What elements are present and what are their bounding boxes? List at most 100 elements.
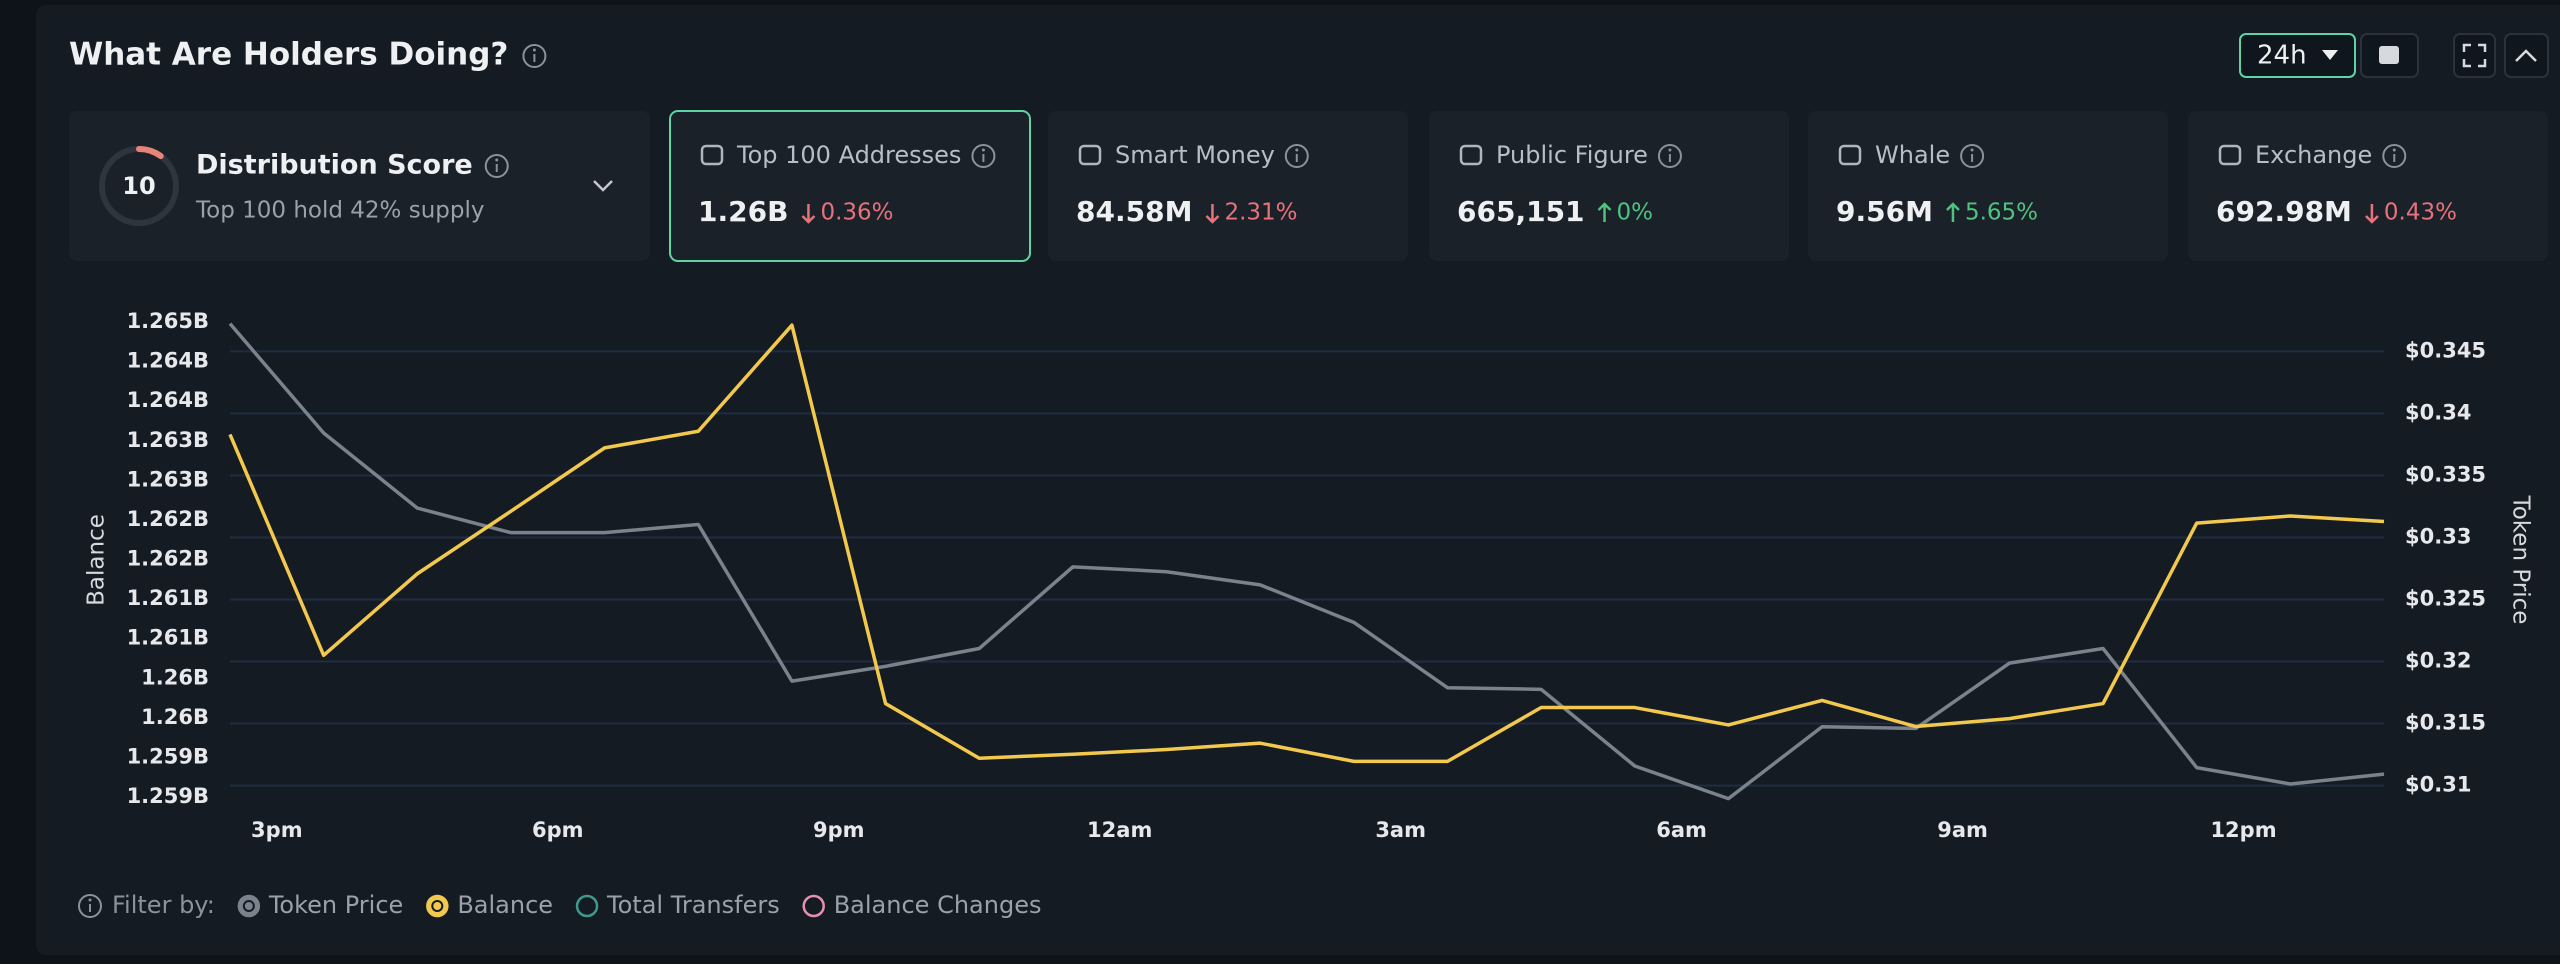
card-change: 2.31% <box>1224 200 1297 226</box>
legend-marker <box>575 894 599 918</box>
arrow-down <box>2365 204 2379 224</box>
card-icon <box>1838 144 1862 166</box>
legend-label: Token Price <box>268 891 403 919</box>
card-label: Public Figure <box>1496 141 1648 169</box>
y-tick-label: 1.262B <box>127 507 209 531</box>
series-line <box>228 323 2385 764</box>
card-change: 5.65% <box>1965 200 2038 226</box>
legend-item[interactable]: Balance <box>426 891 553 919</box>
info-icon[interactable] <box>971 144 996 168</box>
metric-card[interactable] <box>1429 111 1789 261</box>
card-value: 665,151 <box>1457 195 1585 228</box>
y2-tick-label: $0.345 <box>2405 338 2486 362</box>
distribution-title: Distribution Score <box>196 150 473 181</box>
y-tick-label: 1.263B <box>127 428 209 452</box>
y-tick-label: 1.261B <box>127 586 209 610</box>
y-axis-title: Balance <box>84 514 110 606</box>
period-select[interactable] <box>2239 33 2356 78</box>
y2-tick-label: $0.33 <box>2405 524 2471 548</box>
metric-card[interactable] <box>2188 111 2548 261</box>
chart: $0.345 $0.34 $0.335 $0.33 $0.325 $0.32 $0.315 $… <box>78 309 2534 919</box>
info-icon[interactable] <box>1657 144 1682 168</box>
card-icon <box>1078 144 1102 166</box>
expand-chevron[interactable] <box>593 180 613 192</box>
info-dot <box>981 148 985 152</box>
y-tick-label: 1.259B <box>127 744 209 768</box>
y2-tick-label: $0.315 <box>2405 711 2486 735</box>
card-change: 0% <box>1617 200 1654 226</box>
panel-title: What Are Holders Doing? <box>69 37 508 73</box>
y-tick-label: 1.265B <box>127 309 209 333</box>
info-dot <box>2392 148 2396 152</box>
y-tick-label: 1.264B <box>127 349 209 373</box>
info-ring <box>971 144 996 168</box>
card-change: 0.43% <box>2384 200 2457 226</box>
legend-marker-dot <box>242 900 255 912</box>
x-tick-label: 6pm <box>532 818 584 842</box>
x-tick-label: 3pm <box>251 818 303 842</box>
info-ring <box>78 894 102 918</box>
legend-item[interactable]: Token Price <box>237 891 403 919</box>
x-tick-label: 12pm <box>2210 818 2276 842</box>
y-tick-label: 1.262B <box>127 547 209 571</box>
y2-tick-label: $0.31 <box>2405 773 2471 797</box>
score-value: 10 <box>122 172 155 200</box>
y-tick-label: 1.259B <box>127 784 209 808</box>
card-icon <box>2218 144 2242 166</box>
collapse-button[interactable] <box>2504 33 2549 78</box>
legend-item[interactable]: Balance Changes <box>802 891 1042 919</box>
legend-marker <box>802 894 825 918</box>
info-icon[interactable] <box>522 44 547 68</box>
info-icon[interactable] <box>484 154 509 178</box>
y2-axis-title: Token Price <box>2508 495 2534 625</box>
series-line <box>228 322 2385 801</box>
metric-card[interactable] <box>669 110 1031 262</box>
card-change: 0.36% <box>820 200 893 226</box>
card-label: Smart Money <box>1115 141 1275 169</box>
x-tick-label: 9pm <box>813 818 865 842</box>
y-tick-label: 1.26B <box>141 665 209 689</box>
card-row: Top 100 Addresses 1.26B 0.36% Smart Money 84… <box>669 110 2548 262</box>
x-tick-label: 9am <box>1937 818 1988 842</box>
distribution-subtitle: Top 100 hold 42% supply <box>195 198 484 224</box>
info-dot <box>1970 148 1974 152</box>
y2-tick-label: $0.34 <box>2405 400 2471 424</box>
info-ring <box>1960 144 1985 168</box>
info-dot <box>88 898 92 902</box>
info-dot <box>1668 148 1672 152</box>
info-icon[interactable] <box>78 894 102 918</box>
distribution-card[interactable] <box>69 111 650 261</box>
dropdown-arrow <box>2322 50 2338 60</box>
card-label: Top 100 Addresses <box>736 141 961 169</box>
y-tick-label: 1.26B <box>141 705 209 729</box>
info-icon[interactable] <box>1284 144 1309 168</box>
card-icon <box>1459 144 1483 166</box>
metric-card[interactable] <box>1808 111 2168 261</box>
arrow-up <box>1597 202 1612 222</box>
info-ring <box>1657 144 1682 168</box>
score-arc <box>136 146 164 160</box>
x-tick-label: 12am <box>1087 818 1152 842</box>
legend-label: Total Transfers <box>606 891 780 919</box>
y-tick-label: 1.263B <box>127 467 209 491</box>
collapse-icon <box>2515 49 2537 62</box>
info-ring <box>1284 144 1309 168</box>
period-label: 24h <box>2257 41 2307 71</box>
metric-card[interactable] <box>1048 111 1408 261</box>
info-icon[interactable] <box>1960 144 1985 168</box>
arrow-down <box>1205 204 1220 224</box>
info-ring <box>2382 144 2407 168</box>
arrow-down <box>801 204 816 224</box>
y-tick-label: 1.264B <box>127 388 209 412</box>
x-tick-label: 3am <box>1375 818 1426 842</box>
card-value: 1.26B <box>698 195 788 228</box>
info-dot <box>1295 148 1299 152</box>
card-icon <box>700 144 724 166</box>
filter-label: Filter by: <box>112 891 215 919</box>
card-label: Whale <box>1875 141 1950 169</box>
info-icon[interactable] <box>2382 144 2407 168</box>
fullscreen-icon <box>2462 43 2487 68</box>
legend-item[interactable]: Total Transfers <box>575 891 780 919</box>
fullscreen-button[interactable] <box>2453 33 2496 78</box>
